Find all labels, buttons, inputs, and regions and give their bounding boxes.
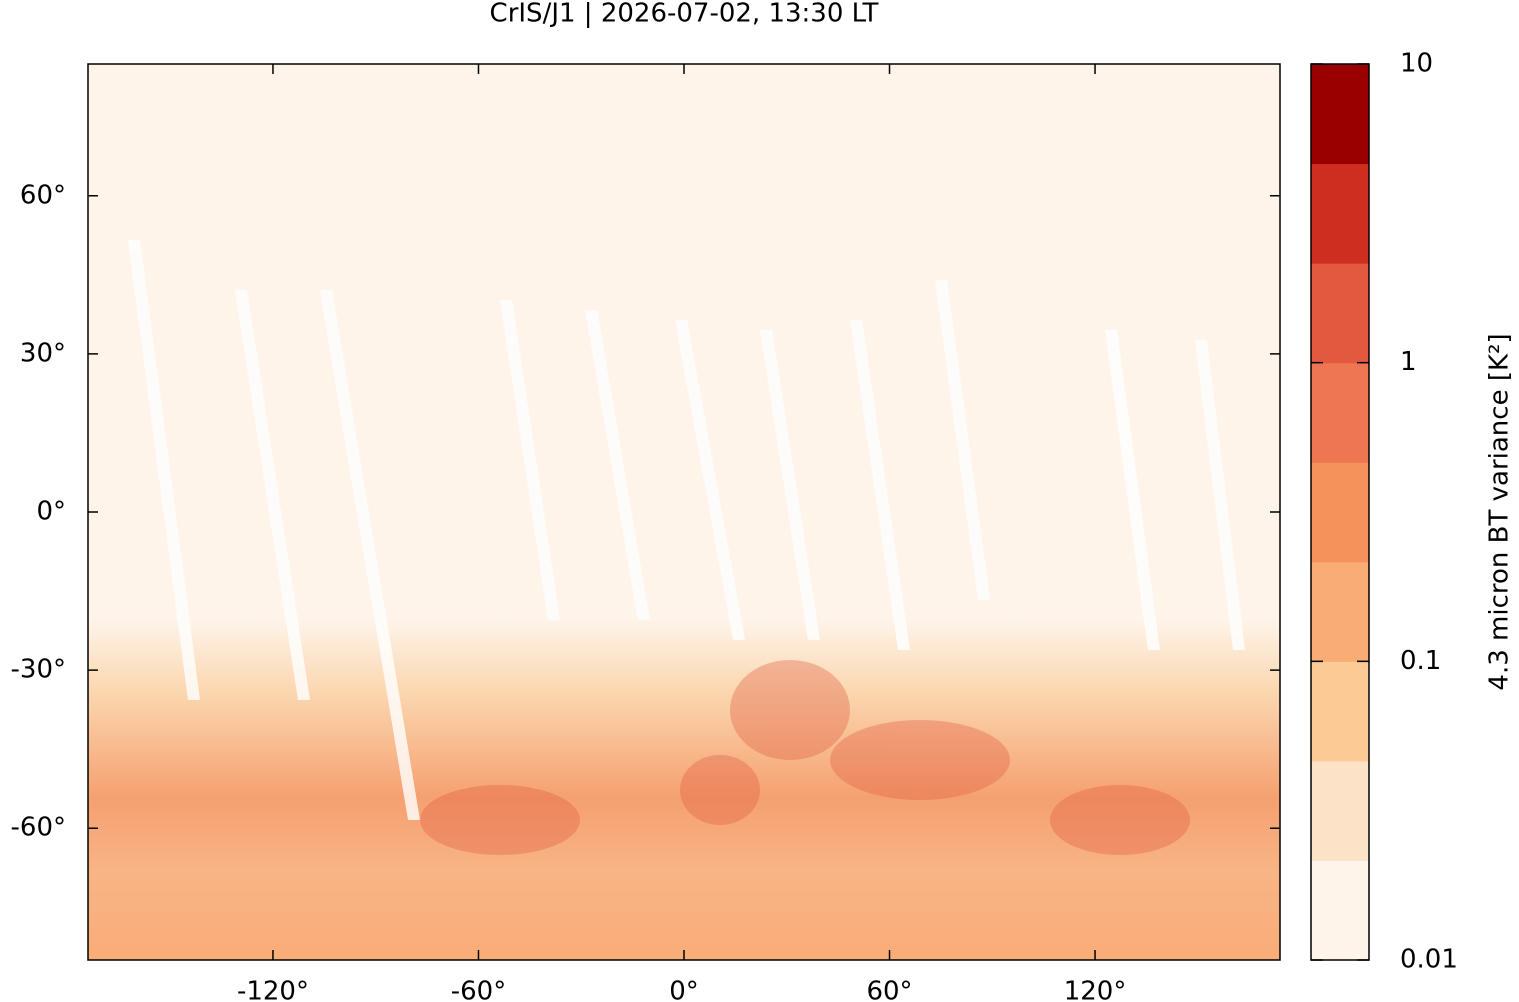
field-background — [88, 64, 1280, 960]
colorbar-band — [1311, 64, 1369, 165]
colorbar-label: 4.3 micron BT variance [K²] — [1485, 333, 1515, 690]
variance-blobs — [420, 660, 1190, 855]
y-tick-label: -30° — [11, 655, 66, 685]
colorbar-band — [1311, 661, 1369, 762]
colorbar-tick-label: 1 — [1400, 347, 1417, 377]
colorbar-band — [1311, 860, 1369, 961]
swath-gaps — [128, 240, 1245, 820]
colorbar-band — [1311, 163, 1369, 264]
y-tick-label: 30° — [20, 338, 66, 368]
y-tick-label: 0° — [36, 497, 66, 527]
x-tick-label: 0° — [669, 977, 699, 1002]
x-tick-label: 120° — [1064, 977, 1127, 1002]
y-tick-label: 60° — [20, 180, 66, 210]
colorbar-tick-label: 0.01 — [1400, 945, 1458, 975]
colorbar-band — [1311, 462, 1369, 563]
colorbar-band — [1311, 263, 1369, 364]
x-tick-label: -60° — [451, 977, 506, 1002]
colorbar-band — [1311, 760, 1369, 861]
x-tick-label: -120° — [237, 977, 309, 1002]
colorbar-band — [1311, 561, 1369, 662]
field — [88, 64, 1280, 960]
colorbar-tick-label: 10 — [1400, 49, 1433, 79]
colorbar-tick-label: 0.1 — [1400, 646, 1441, 676]
colorbar-band — [1311, 362, 1369, 463]
y-tick-label: -60° — [11, 813, 66, 843]
x-tick-label: 60° — [866, 977, 912, 1002]
colorbar-frame — [1310, 63, 1370, 961]
chart-title: CrIS/J1 | 2026-07-02, 13:30 LT — [490, 0, 879, 29]
